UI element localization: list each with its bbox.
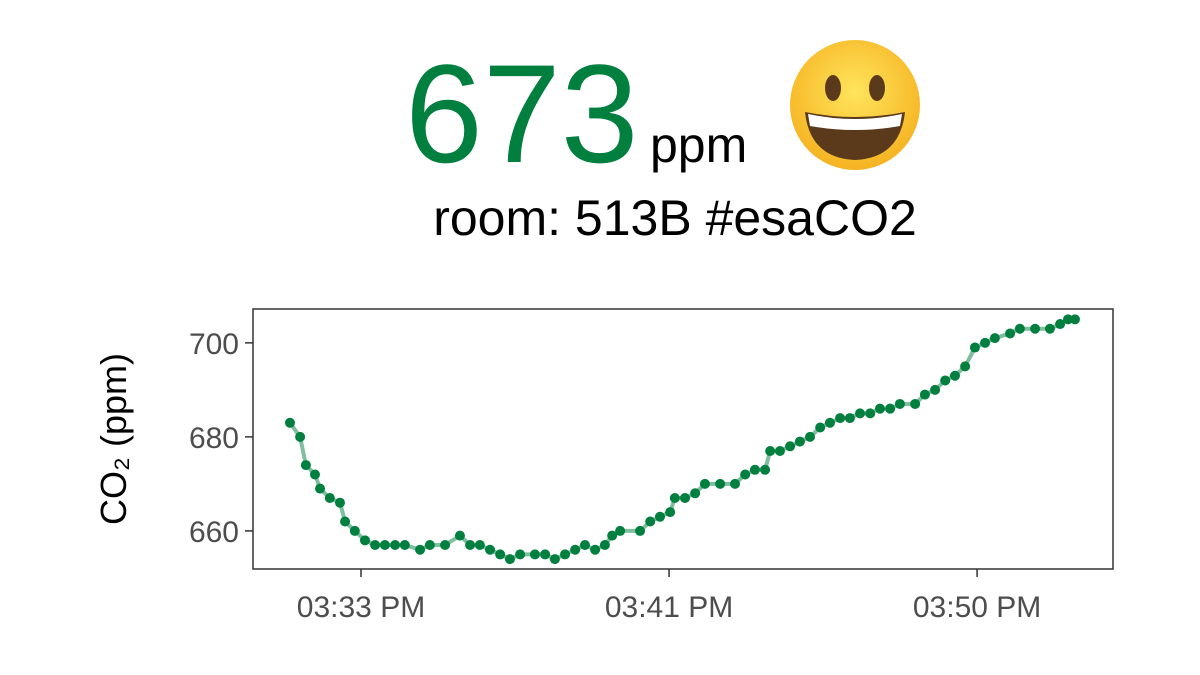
data-point	[1063, 314, 1074, 325]
data-point	[749, 464, 760, 475]
data-point	[379, 540, 390, 551]
data-point	[699, 478, 710, 489]
data-point	[1030, 323, 1041, 334]
data-point	[824, 417, 835, 428]
data-point	[579, 540, 590, 551]
data-point	[465, 540, 476, 551]
data-point	[540, 549, 551, 560]
data-point	[424, 540, 435, 551]
data-point	[529, 549, 540, 560]
data-point	[549, 554, 560, 565]
data-point	[495, 549, 506, 560]
data-point	[515, 549, 526, 560]
data-point	[679, 493, 690, 504]
data-point	[1044, 323, 1055, 334]
data-point	[874, 403, 885, 414]
data-point	[844, 413, 855, 424]
data-point	[474, 540, 485, 551]
data-point	[1005, 328, 1016, 339]
data-point	[654, 511, 665, 522]
data-point	[645, 516, 656, 527]
data-point	[370, 540, 381, 551]
data-point	[785, 441, 796, 452]
data-point	[300, 460, 311, 471]
data-point	[930, 384, 941, 395]
data-point	[599, 540, 610, 551]
y-tick-label: 660	[189, 516, 239, 549]
data-point	[740, 469, 751, 480]
data-point	[960, 361, 971, 372]
data-point	[615, 525, 626, 536]
y-axis-label: CO₂ (ppm)	[93, 353, 134, 525]
data-point	[865, 408, 876, 419]
data-point	[390, 540, 401, 551]
data-point	[504, 554, 515, 565]
x-tick-label: 03:33 PM	[297, 591, 425, 624]
y-tick-label: 700	[189, 328, 239, 361]
series-line	[288, 317, 1075, 562]
co2-value: 673	[405, 35, 639, 192]
data-point	[454, 530, 465, 541]
data-point	[835, 413, 846, 424]
data-point	[730, 478, 741, 489]
data-point	[885, 403, 896, 414]
data-point	[949, 370, 960, 381]
data-point	[334, 497, 345, 508]
data-point	[774, 445, 785, 456]
data-point	[340, 516, 351, 527]
data-point	[295, 431, 306, 442]
room-label: room: 513B #esaCO2	[433, 190, 917, 246]
data-point	[415, 544, 426, 555]
data-point	[349, 525, 360, 536]
x-tick-label: 03:41 PM	[605, 591, 733, 624]
data-point	[980, 337, 991, 348]
data-point	[315, 483, 326, 494]
data-point	[794, 436, 805, 447]
data-point	[440, 540, 451, 551]
emoji-face	[790, 40, 920, 170]
data-point	[815, 422, 826, 433]
data-point	[765, 445, 776, 456]
data-point	[1055, 319, 1066, 330]
data-point	[1014, 323, 1025, 334]
data-point	[1069, 314, 1080, 325]
data-point	[805, 431, 816, 442]
data-point	[669, 493, 680, 504]
data-point	[940, 375, 951, 386]
data-point	[284, 417, 295, 428]
co2-unit: ppm	[650, 117, 747, 173]
x-tick-label: 03:50 PM	[913, 591, 1041, 624]
data-point	[760, 464, 771, 475]
data-point	[855, 408, 866, 419]
data-point	[635, 525, 646, 536]
data-point	[324, 493, 335, 504]
data-point	[590, 544, 601, 555]
data-point	[919, 389, 930, 400]
data-point	[560, 549, 571, 560]
data-point	[989, 333, 1000, 344]
data-point	[665, 507, 676, 518]
data-point	[485, 544, 496, 555]
data-point	[399, 540, 410, 551]
data-point	[715, 478, 726, 489]
data-point	[570, 544, 581, 555]
plot-frame	[252, 308, 1114, 570]
data-point	[690, 488, 701, 499]
y-tick-label: 680	[189, 422, 239, 455]
data-point	[359, 535, 370, 546]
data-point	[969, 342, 980, 353]
data-point	[910, 398, 921, 409]
data-point	[894, 398, 905, 409]
data-point	[607, 530, 618, 541]
data-point	[309, 469, 320, 480]
